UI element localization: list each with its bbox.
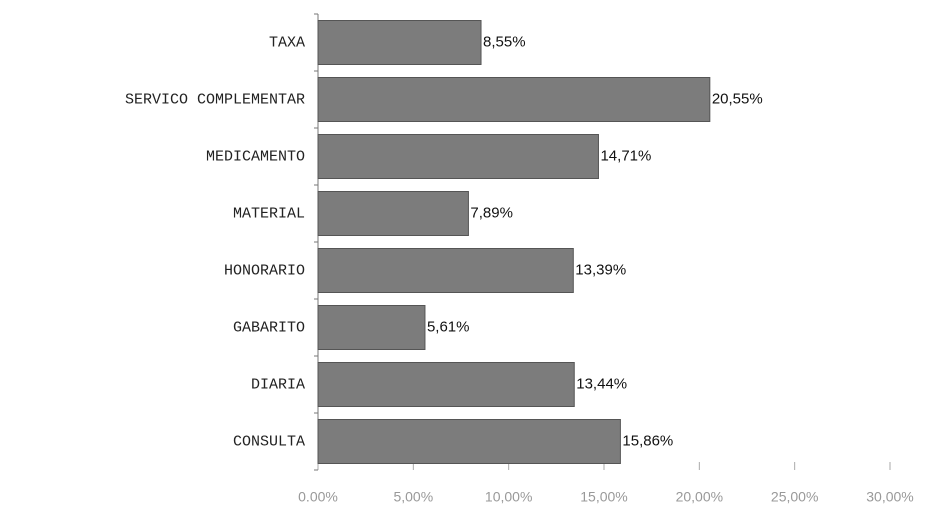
y-tick-label: GABARITO: [233, 319, 305, 336]
bar: [317, 362, 575, 407]
x-tick-label: 20,00%: [676, 489, 723, 505]
y-tick-label: MATERIAL: [233, 205, 305, 222]
bar: [317, 191, 469, 236]
x-tick-label: 0.00%: [298, 489, 338, 505]
y-tick-label: HONORARIO: [224, 262, 305, 279]
data-label: 8,55%: [483, 33, 526, 50]
x-tick-label: 30,00%: [866, 489, 913, 505]
data-label: 7,89%: [470, 204, 513, 221]
y-tick-label: TAXA: [269, 34, 305, 51]
data-label: 20,55%: [712, 90, 763, 107]
data-label: 13,44%: [576, 375, 627, 392]
data-label: 15,86%: [622, 432, 673, 449]
x-tick-label: 25,00%: [771, 489, 818, 505]
bar: [317, 248, 574, 293]
x-tick-label: 5,00%: [393, 489, 433, 505]
data-label: 14,71%: [600, 147, 651, 164]
data-label: 5,61%: [427, 318, 470, 335]
data-label: 13,39%: [575, 261, 626, 278]
x-tick-label: 10,00%: [485, 489, 532, 505]
bar: [317, 77, 711, 122]
y-tick-label: CONSULTA: [233, 433, 305, 450]
y-tick-label: MEDICAMENTO: [206, 148, 305, 165]
bar: [317, 134, 599, 179]
y-tick-label: DIARIA: [251, 376, 305, 393]
x-tick-label: 15,00%: [580, 489, 627, 505]
bar: [317, 419, 621, 464]
bar: [317, 20, 482, 65]
bar: [317, 305, 426, 350]
y-tick-label: SERVICO COMPLEMENTAR: [125, 91, 305, 108]
